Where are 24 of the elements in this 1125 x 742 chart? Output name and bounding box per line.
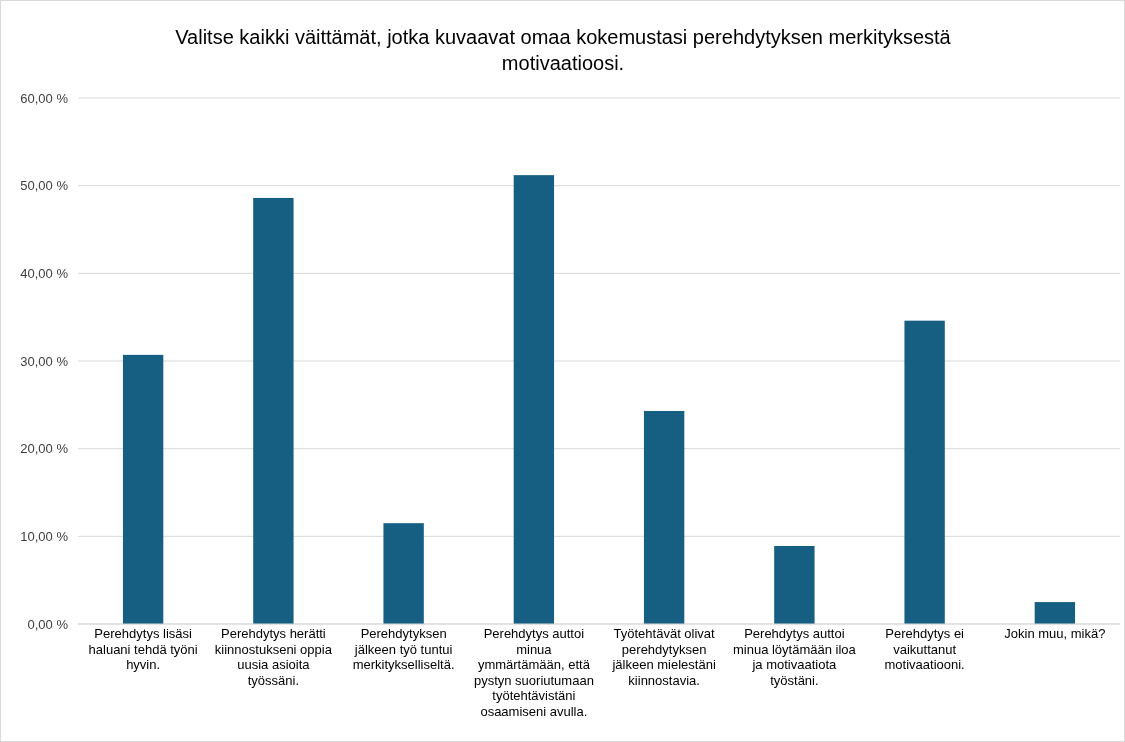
y-tick-label: 30,00 % bbox=[20, 353, 69, 369]
y-tick-label: 10,00 % bbox=[20, 528, 69, 544]
x-tick-label: Perehdytys lisäsi haluani tehdä työni hyvin. bbox=[88, 626, 198, 673]
y-tick-label: 40,00 % bbox=[20, 265, 69, 281]
y-tick-label: 0,00 % bbox=[27, 616, 69, 632]
chart-title: Valitse kaikki väittämät, jotka kuvaavat omaa kokemustasi perehdytyksen merkityksestä motivaatioosi. bbox=[175, 26, 952, 74]
bar bbox=[643, 410, 685, 624]
y-tick-label: 50,00 % bbox=[20, 178, 69, 194]
x-tick-label: Työtehtävät olivat perehdytyksen jälkeen mielestäni kiinnostavia. bbox=[611, 626, 716, 688]
bar bbox=[383, 523, 424, 624]
bar bbox=[253, 197, 294, 624]
bar bbox=[513, 175, 555, 624]
x-tick-label: Jokin muu, mikä? bbox=[1004, 626, 1106, 641]
x-tick-label: Perehdytyksen jälkeen työ tuntui merkitykselliseltä. bbox=[352, 626, 455, 673]
x-tick-label: Perehdytys auttoi minua löytämään iloa ja motivaatiota työstäni. bbox=[732, 626, 857, 688]
x-tick-label: Perehdytys herätti kiinnostukseni oppia uusia asioita työssäni. bbox=[214, 626, 333, 688]
y-tick-label: 60,00 % bbox=[20, 90, 69, 106]
x-tick-label: Perehdytys ei vaikuttanut motivaatiooni. bbox=[884, 626, 965, 673]
bar bbox=[122, 354, 164, 624]
bar bbox=[774, 545, 815, 624]
x-tick-label: Perehdytys auttoi minua ymmärtämään, että pystyn suoriutumaan työtehtävistäni osaamiseni avulla. bbox=[473, 626, 594, 719]
y-tick-label: 20,00 % bbox=[20, 441, 69, 457]
bar bbox=[904, 320, 945, 624]
bar bbox=[1034, 602, 1076, 624]
